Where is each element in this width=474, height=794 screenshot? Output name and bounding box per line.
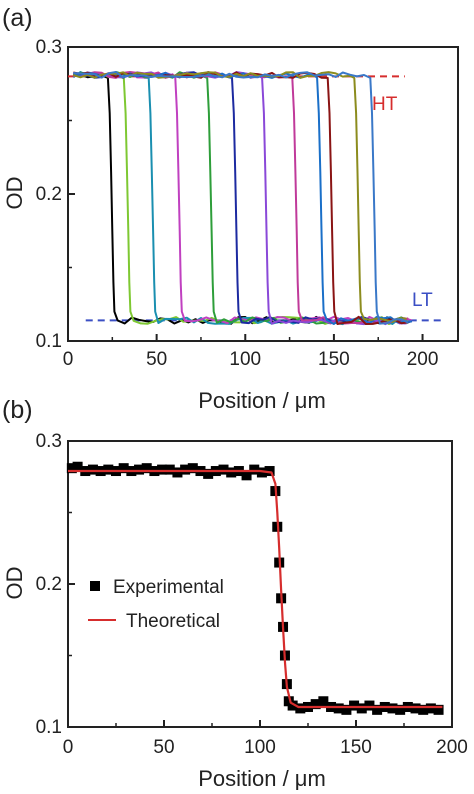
experimental-point — [333, 703, 344, 714]
experimental-point — [349, 700, 360, 711]
experimental-point — [264, 466, 275, 477]
experimental-point — [341, 704, 352, 715]
experimental-point — [249, 464, 260, 475]
panel-a-plot-area: 0 50 100 150 200 0.1 0.2 0.3 — [36, 37, 459, 370]
panel-b-xtick-label: 200 — [436, 737, 468, 758]
panel-b-xtick-label: 100 — [244, 737, 276, 758]
legend-marker-experimental — [90, 581, 100, 591]
ht-label: HT — [372, 94, 398, 115]
panel-b-ylabel: OD — [2, 567, 27, 600]
experimental-point — [387, 703, 398, 714]
experimental-point — [425, 703, 436, 714]
panel-b: (b) OD Position / μm 0 50 100 150 2000.10.20… — [2, 396, 468, 791]
experimental-point — [157, 464, 168, 475]
experimental-point — [118, 463, 129, 474]
panel-a-xtick-label: 100 — [229, 349, 261, 370]
legend-label-theoretical: Theoretical — [126, 611, 220, 632]
experimental-point — [172, 467, 183, 478]
panel-a-ytick-label: 0.2 — [36, 184, 62, 205]
experimental-point — [180, 464, 191, 475]
experimental-point — [295, 703, 306, 714]
panel-b-ytick-label: 0.3 — [36, 431, 62, 452]
profile-line — [73, 71, 409, 325]
experimental-point — [356, 703, 367, 714]
experimental-point — [364, 700, 375, 711]
experimental-point — [256, 467, 267, 478]
panel-a-ylabel: OD — [2, 177, 27, 210]
experimental-point — [134, 464, 145, 475]
experimental-point — [103, 464, 114, 475]
panel-a-xtick-label: 200 — [407, 349, 439, 370]
experimental-point — [418, 704, 429, 715]
panel-a-label: (a) — [2, 4, 33, 32]
experimental-point — [226, 467, 237, 478]
panel-a-ytick-label: 0.1 — [36, 331, 62, 352]
experimental-point — [395, 704, 406, 715]
panel-b-xtick-label: 50 — [153, 737, 174, 758]
panel-b-plot-area: 0 50 100 150 200 0.1 0.2 0.3 — [36, 431, 468, 758]
panel-b-ytick-label: 0.1 — [36, 717, 62, 738]
theoretical-line — [68, 469, 443, 709]
panel-b-xlabel: Position / μm — [198, 766, 326, 791]
experimental-point — [287, 700, 298, 711]
panel-a-xtick-label: 0 — [63, 349, 74, 370]
panel-b-xtick-label: 150 — [340, 737, 372, 758]
profile-line — [73, 71, 407, 323]
experimental-point — [164, 464, 175, 475]
experimental-point — [372, 704, 383, 715]
experimental-point — [218, 464, 229, 475]
lt-label: LT — [412, 290, 433, 311]
experimental-point — [241, 470, 252, 481]
experimental-point — [87, 464, 98, 475]
experimental-point — [410, 703, 421, 714]
panel-a-ytick-label: 0.3 — [36, 37, 62, 58]
experimental-point — [187, 463, 198, 474]
experimental-point — [66, 463, 77, 474]
panel-b-label: (b) — [2, 396, 33, 424]
panel-b-xtick-label: 0 — [63, 737, 74, 758]
experimental-point — [141, 463, 152, 474]
experimental-point — [72, 461, 83, 472]
experimental-point — [310, 699, 321, 710]
panel-a-xtick-label: 50 — [146, 349, 167, 370]
experimental-point — [433, 704, 444, 715]
panel-a-xlabel: Position / μm — [198, 388, 326, 413]
panel-a-xtick-label: 150 — [318, 349, 350, 370]
legend-label-experimental: Experimental — [113, 577, 224, 598]
experimental-point — [203, 468, 214, 479]
panel-a: (a) OD Position / μm 0 50 100 150 2000.10.20… — [2, 4, 459, 413]
legend: Experimental Theoretical — [88, 577, 224, 632]
experimental-point — [318, 696, 329, 707]
panel-b-ytick-label: 0.2 — [36, 574, 62, 595]
